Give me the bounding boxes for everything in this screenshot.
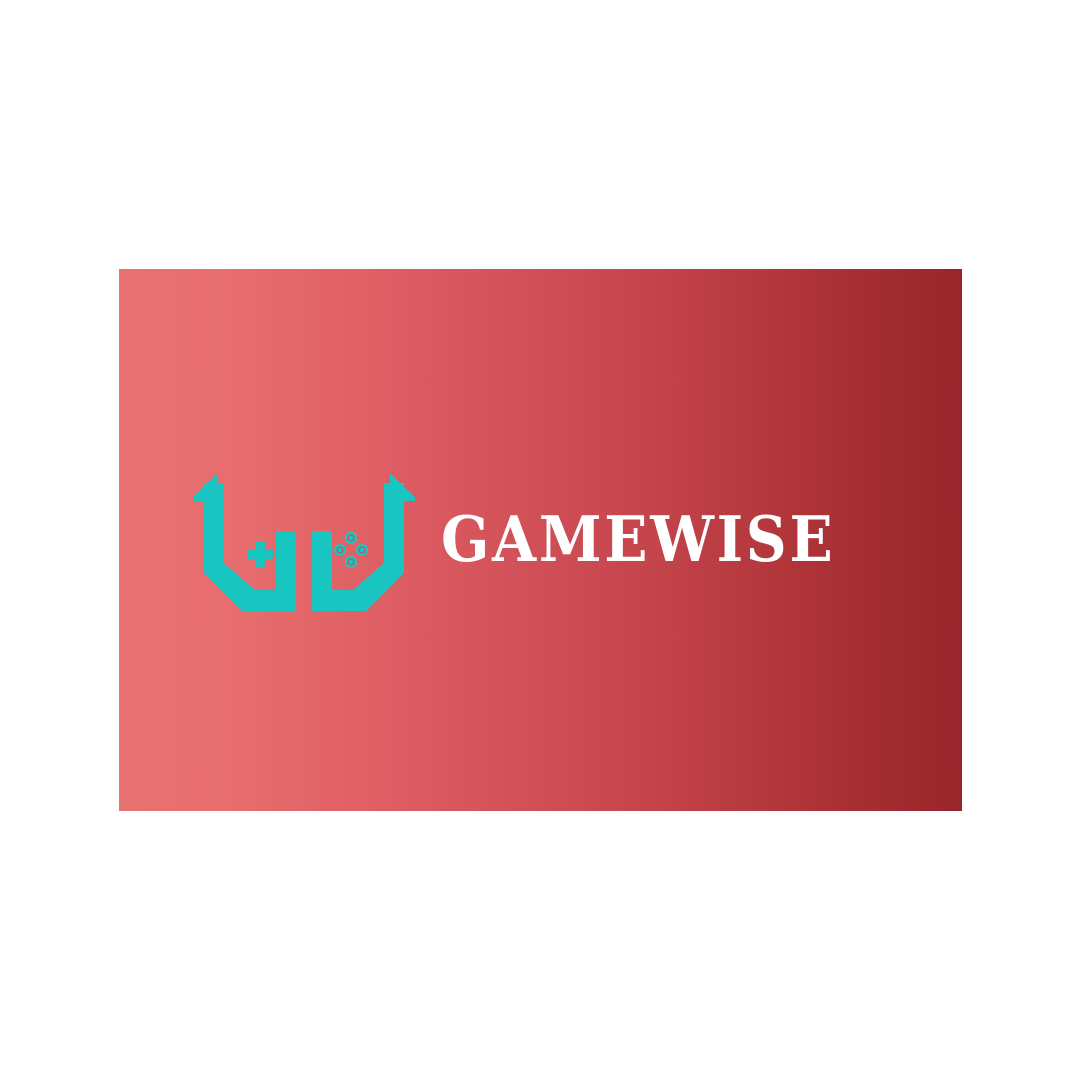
gamepad-arrows-logo-icon — [193, 473, 415, 611]
logo-banner: GAMEWISE — [119, 269, 962, 811]
brand-name: GAMEWISE — [441, 502, 836, 576]
